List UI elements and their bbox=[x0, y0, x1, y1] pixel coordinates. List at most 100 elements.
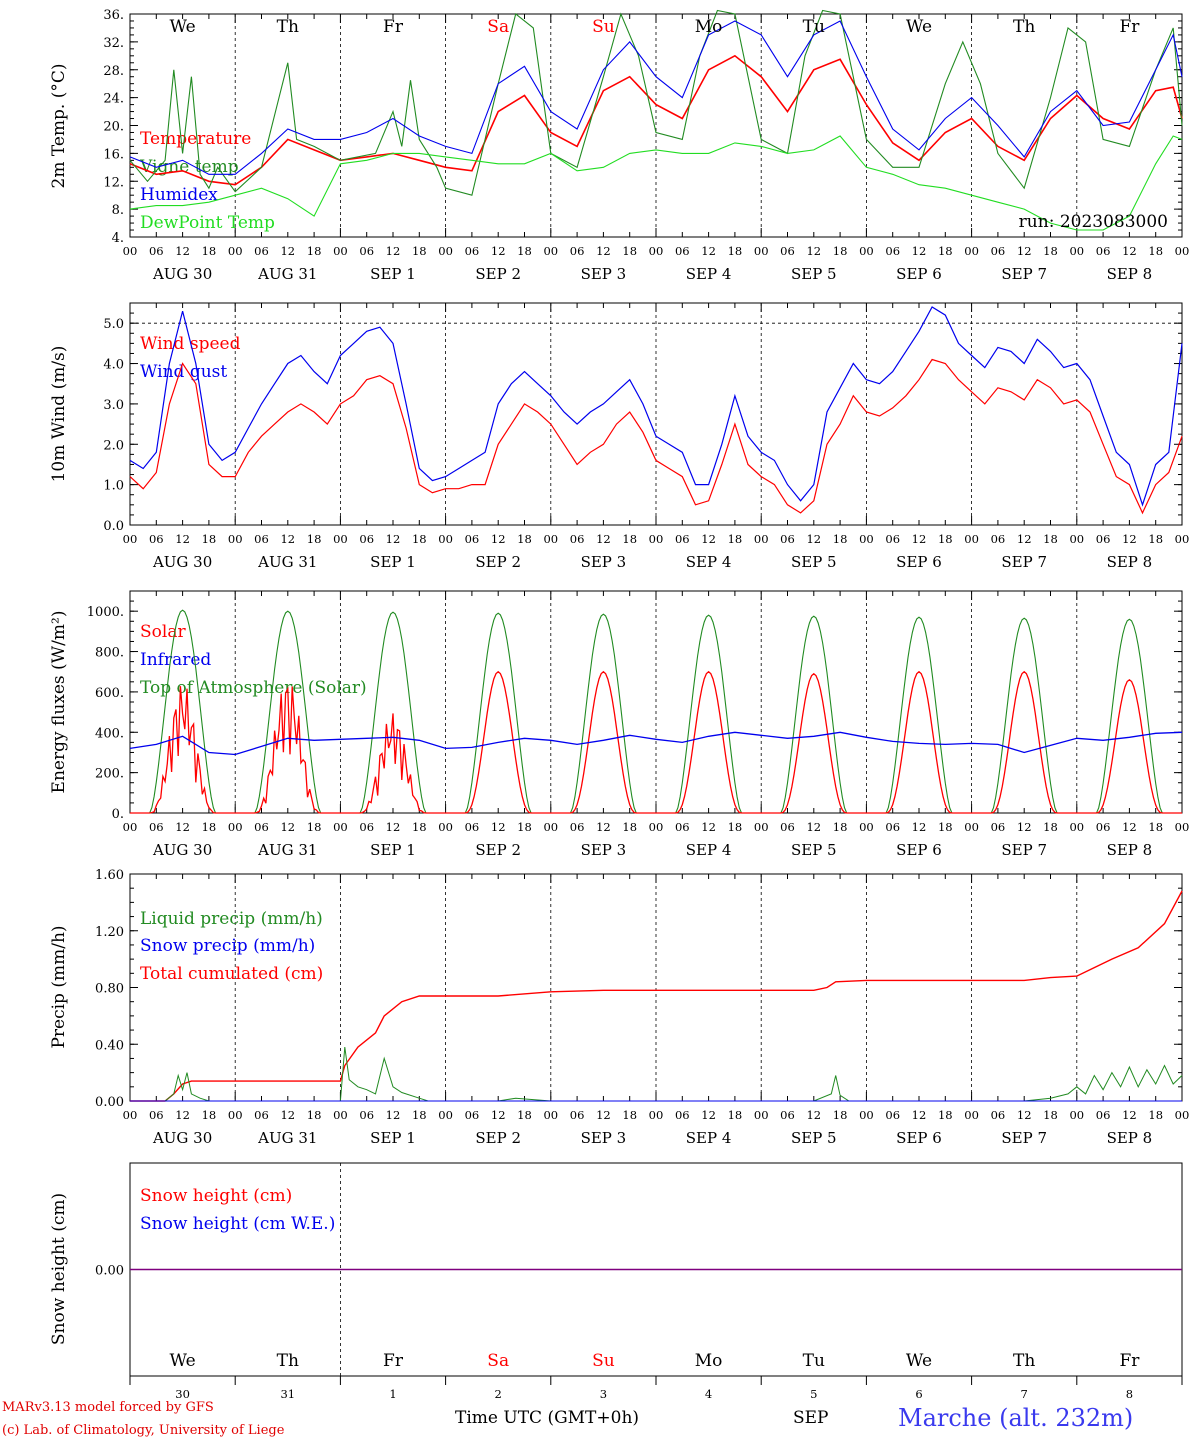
x-hour-label: 18 bbox=[833, 244, 848, 258]
y-tick-label: 200. bbox=[95, 767, 124, 782]
weekday-label: Fr bbox=[383, 1351, 404, 1371]
x-hour-label: 00 bbox=[228, 1108, 243, 1122]
x-hour-label: 18 bbox=[202, 820, 217, 834]
y-tick-label: 24. bbox=[103, 92, 124, 107]
x-hour-label: 12 bbox=[912, 532, 927, 546]
y-tick-label: 3.0 bbox=[103, 398, 124, 413]
day-number-label: 8 bbox=[1126, 1387, 1133, 1401]
x-hour-label: 18 bbox=[202, 1108, 217, 1122]
x-date-label: SEP 1 bbox=[370, 265, 416, 283]
x-hour-label: 18 bbox=[412, 244, 427, 258]
x-hour-label: 12 bbox=[1122, 820, 1137, 834]
y-tick-label: 4.0 bbox=[103, 358, 124, 373]
y-tick-label: 0.0 bbox=[103, 519, 124, 534]
x-date-label: SEP 7 bbox=[1001, 553, 1047, 571]
x-hour-label: 12 bbox=[280, 1108, 295, 1122]
x-hour-label: 00 bbox=[123, 820, 138, 834]
x-hour-label: 06 bbox=[1096, 532, 1111, 546]
x-date-label: SEP 3 bbox=[581, 841, 627, 859]
x-hour-label: 06 bbox=[254, 820, 269, 834]
x-hour-label: 12 bbox=[1017, 532, 1032, 546]
day-number-label: 4 bbox=[705, 1387, 712, 1401]
y-tick-label: 2.0 bbox=[103, 438, 124, 453]
weekday-label: Sa bbox=[487, 1351, 509, 1371]
x-hour-label: 00 bbox=[1175, 532, 1190, 546]
x-hour-label: 00 bbox=[964, 820, 979, 834]
x-hour-label: 18 bbox=[307, 820, 322, 834]
series-line-infrared bbox=[129, 731, 1183, 756]
x-date-label: SEP 4 bbox=[686, 841, 732, 859]
weekday-label: We bbox=[906, 17, 932, 37]
x-hour-label: 06 bbox=[465, 532, 480, 546]
x-date-label: SEP 7 bbox=[1001, 265, 1047, 283]
day-number-label: 1 bbox=[389, 1387, 396, 1401]
x-date-label: AUG 30 bbox=[152, 1129, 212, 1147]
x-hour-label: 12 bbox=[280, 532, 295, 546]
x-hour-label: 00 bbox=[543, 532, 558, 546]
weekday-label: Th bbox=[1013, 1351, 1035, 1371]
x-hour-label: 12 bbox=[491, 532, 506, 546]
weekday-label: Sa bbox=[487, 17, 509, 37]
x-hour-label: 18 bbox=[938, 820, 953, 834]
legend-entry: Snow height (cm W.E.) bbox=[140, 1214, 335, 1234]
x-hour-label: 00 bbox=[438, 244, 453, 258]
x-hour-label: 06 bbox=[885, 1108, 900, 1122]
x-hour-label: 12 bbox=[1017, 820, 1032, 834]
x-hour-label: 18 bbox=[728, 532, 743, 546]
weekday-label: Su bbox=[592, 17, 615, 37]
x-hour-label: 12 bbox=[386, 532, 401, 546]
x-date-label: AUG 30 bbox=[152, 553, 212, 571]
x-date-label: SEP 5 bbox=[791, 841, 837, 859]
x-hour-label: 06 bbox=[675, 532, 690, 546]
x-hour-label: 18 bbox=[622, 820, 637, 834]
y-tick-label: 36. bbox=[103, 8, 124, 23]
x-date-label: SEP 3 bbox=[581, 265, 627, 283]
x-date-label: SEP 6 bbox=[896, 1129, 942, 1147]
x-hour-label: 18 bbox=[1148, 532, 1163, 546]
x-hour-label: 18 bbox=[517, 1108, 532, 1122]
weekday-label: Mo bbox=[695, 17, 723, 37]
x-hour-label: 00 bbox=[964, 244, 979, 258]
x-hour-label: 06 bbox=[991, 244, 1006, 258]
credit-line-1: MARv3.13 model forced by GFS bbox=[2, 1400, 214, 1415]
time-axis-label: Time UTC (GMT+0h) bbox=[455, 1408, 639, 1428]
x-hour-label: 06 bbox=[675, 820, 690, 834]
x-hour-label: 12 bbox=[386, 820, 401, 834]
y-axis-title: Precip (mm/h) bbox=[49, 925, 69, 1048]
x-hour-label: 18 bbox=[833, 532, 848, 546]
weekday-label: Su bbox=[592, 1351, 615, 1371]
x-date-label: SEP 8 bbox=[1107, 841, 1153, 859]
x-hour-label: 06 bbox=[254, 244, 269, 258]
x-hour-label: 06 bbox=[570, 244, 585, 258]
x-hour-label: 18 bbox=[728, 1108, 743, 1122]
x-hour-label: 18 bbox=[728, 820, 743, 834]
x-hour-label: 18 bbox=[412, 820, 427, 834]
weekday-label: Th bbox=[277, 17, 299, 37]
x-hour-label: 12 bbox=[701, 532, 716, 546]
panels: 36.32.28.24.20.16.12.8.4.2m Temp. (°C)00… bbox=[49, 8, 1189, 1401]
day-number-label: 2 bbox=[495, 1387, 502, 1401]
x-date-label: AUG 31 bbox=[257, 1129, 317, 1147]
legend-entry: Temperature bbox=[140, 129, 251, 149]
x-hour-label: 12 bbox=[491, 244, 506, 258]
weekday-label: Fr bbox=[1119, 17, 1140, 37]
x-date-label: SEP 4 bbox=[686, 553, 732, 571]
weekday-label: Tu bbox=[803, 17, 825, 37]
x-hour-label: 18 bbox=[1148, 244, 1163, 258]
x-date-label: SEP 3 bbox=[581, 1129, 627, 1147]
x-date-label: AUG 30 bbox=[152, 841, 212, 859]
x-hour-label: 06 bbox=[359, 820, 374, 834]
y-tick-label: 1000. bbox=[87, 605, 124, 620]
x-hour-label: 12 bbox=[701, 1108, 716, 1122]
x-hour-label: 18 bbox=[728, 244, 743, 258]
x-hour-label: 06 bbox=[675, 244, 690, 258]
x-hour-label: 00 bbox=[438, 820, 453, 834]
x-hour-label: 00 bbox=[1069, 1108, 1084, 1122]
series-line-solar bbox=[130, 670, 1182, 814]
legend-entry: DewPoint Temp bbox=[140, 213, 275, 233]
x-hour-label: 12 bbox=[701, 244, 716, 258]
y-tick-label: 1.60 bbox=[95, 868, 124, 883]
y-tick-label: 1.0 bbox=[103, 479, 124, 494]
x-date-label: SEP 6 bbox=[896, 265, 942, 283]
x-hour-label: 00 bbox=[333, 820, 348, 834]
